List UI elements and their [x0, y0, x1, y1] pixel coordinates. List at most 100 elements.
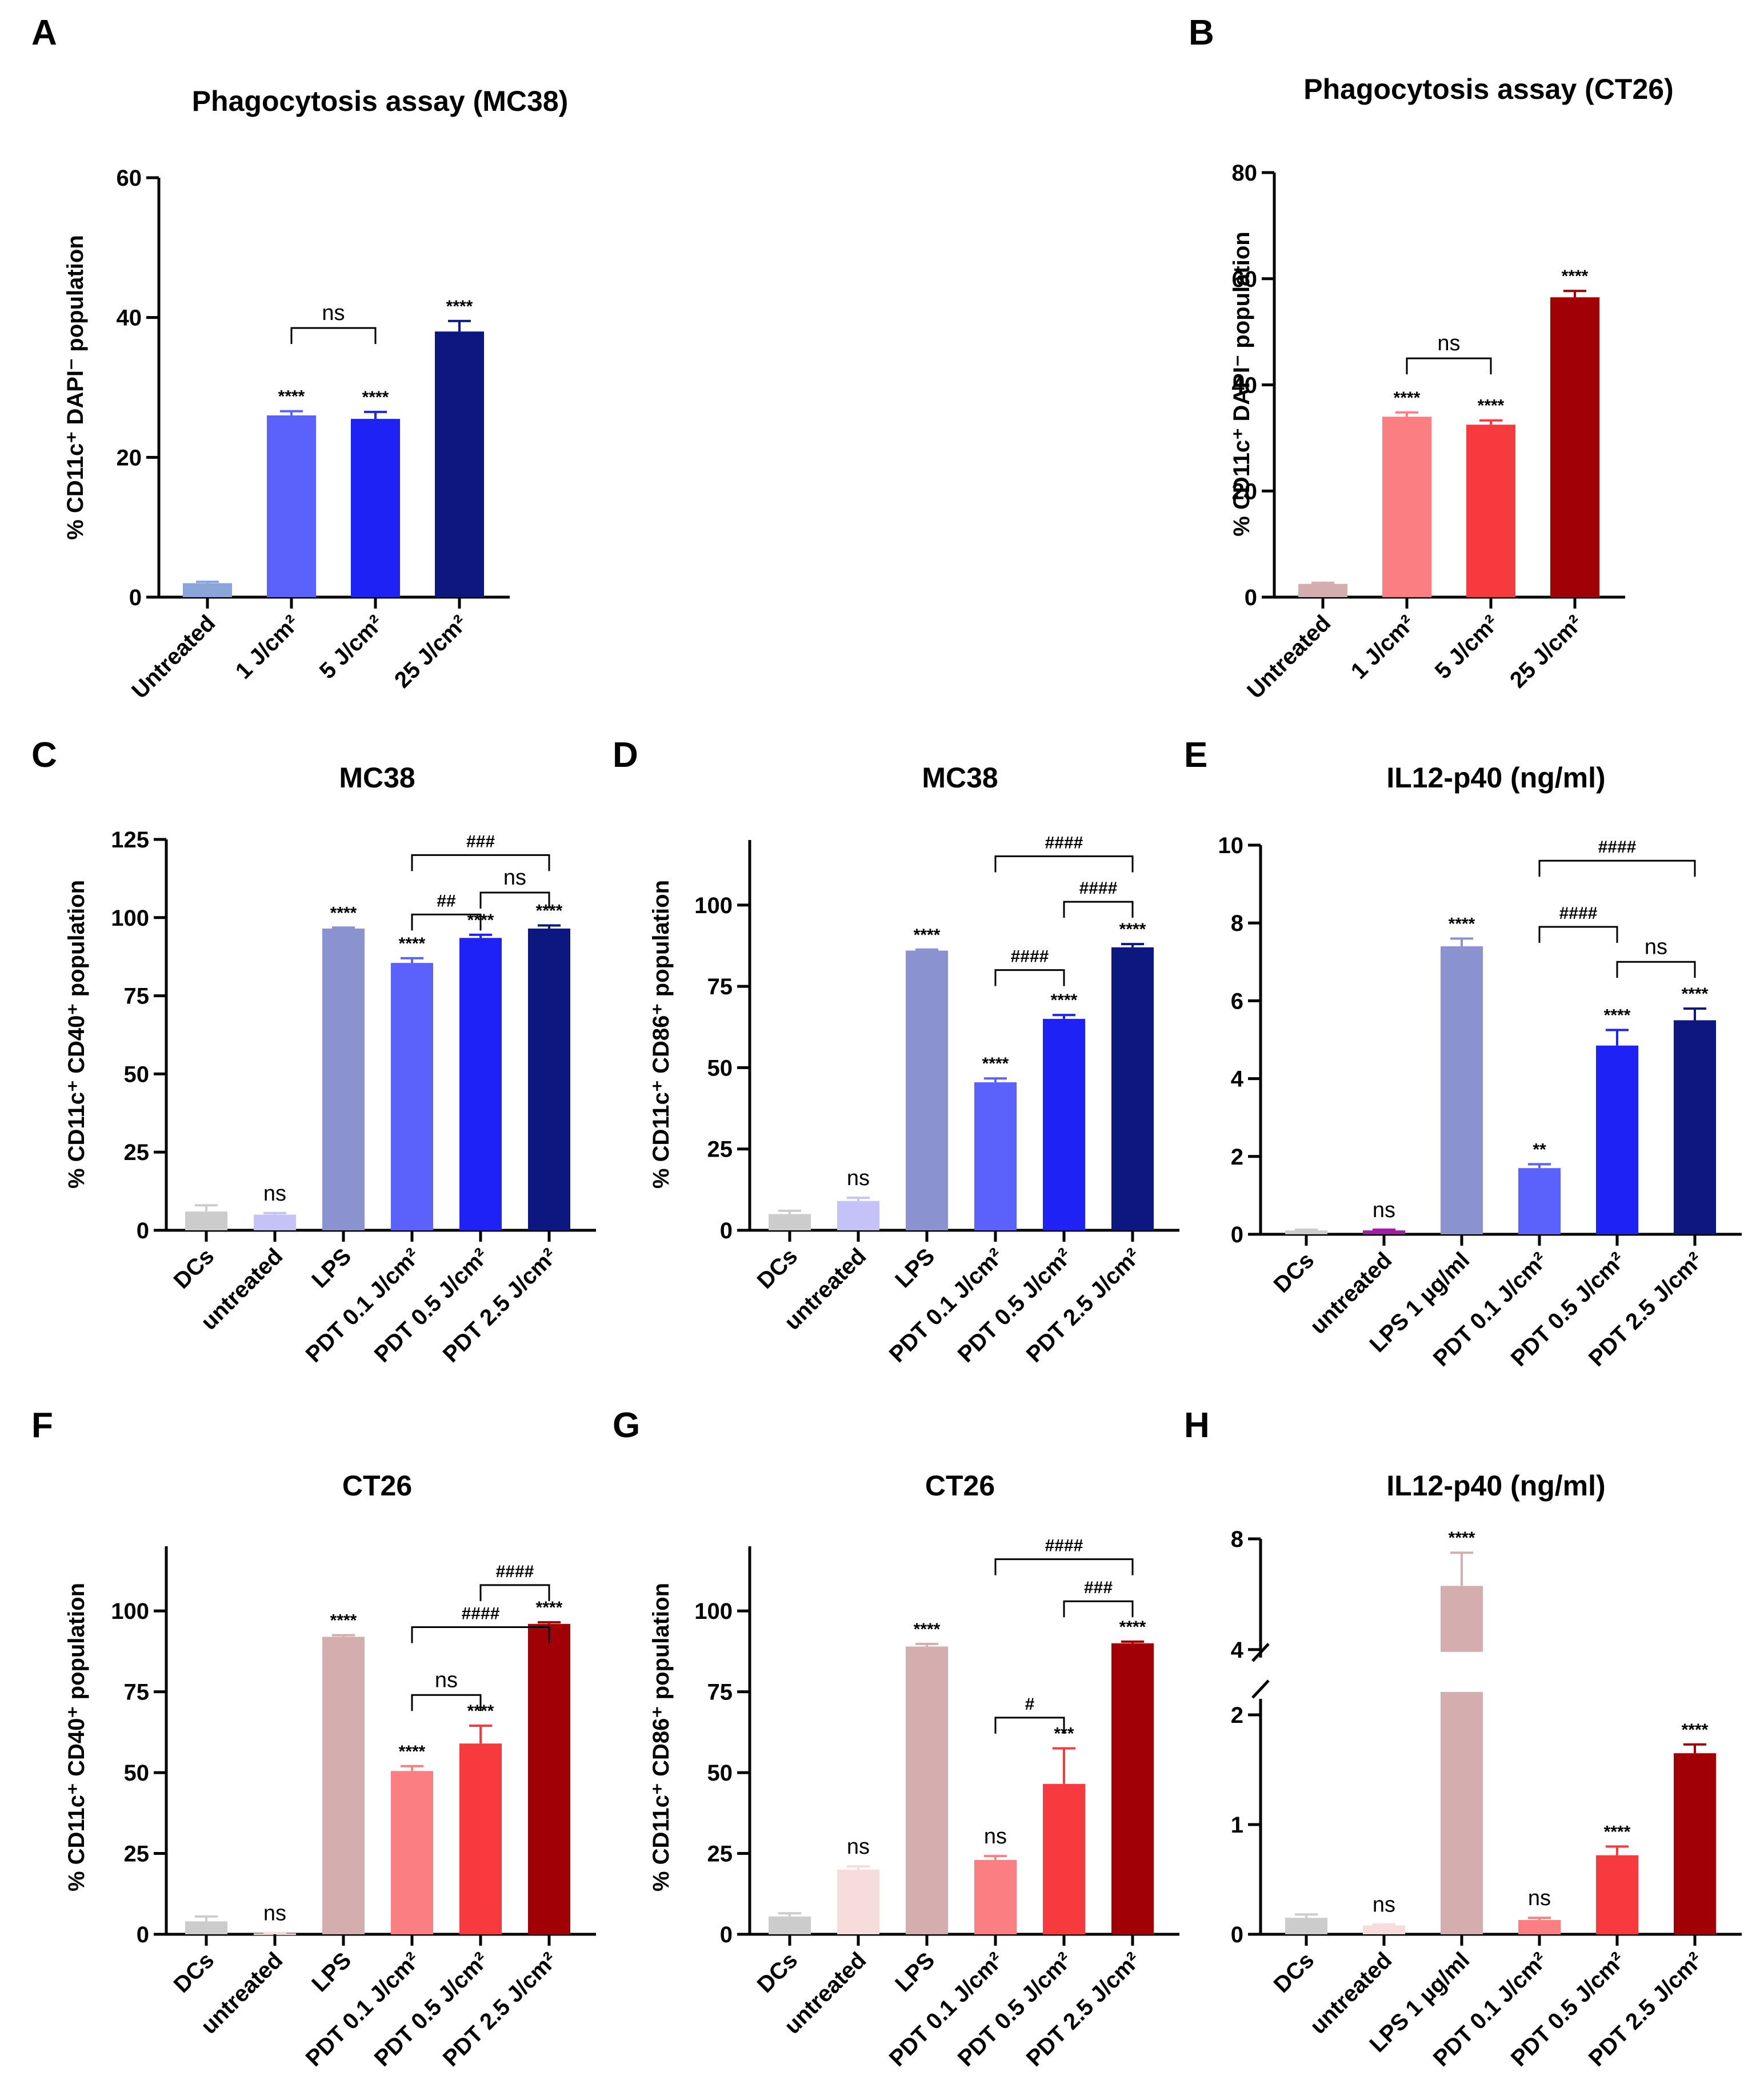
- chart-title: IL12-p40 (ng/ml): [1386, 1470, 1605, 1502]
- bar: [1518, 1920, 1561, 1934]
- comparison-bracket: [1538, 859, 1696, 877]
- bar: [528, 928, 570, 1230]
- significance-label: ****: [1119, 1618, 1146, 1637]
- y-axis-label: % CD11c⁺ CD86⁺ population: [649, 880, 674, 1189]
- comparison-bracket: [1406, 357, 1492, 375]
- significance-label: **: [1533, 1140, 1546, 1159]
- significance-label: ****: [1562, 267, 1589, 286]
- significance-label: ****: [446, 297, 473, 316]
- y-tick-label: 50: [124, 1062, 150, 1087]
- bar: [1285, 1918, 1327, 1934]
- y-tick-label: 0: [1231, 1222, 1243, 1247]
- comparison-bracket: [411, 1626, 550, 1643]
- significance-label: ****: [330, 1611, 357, 1630]
- significance-label: ****: [1394, 389, 1421, 407]
- panel-label: E: [1184, 735, 1207, 775]
- bracket-label: ####: [1598, 838, 1637, 857]
- panel-label: H: [1184, 1406, 1210, 1445]
- panel-d: D MC38 0 25 50 75 100 % CD11c⁺ CD86⁺ population…: [613, 735, 1179, 1367]
- bar: [906, 950, 948, 1230]
- bar: [1441, 946, 1483, 1234]
- y-axis-label: % CD11c⁺ DAPI⁻ population: [63, 235, 88, 539]
- bracket-label: ####: [1559, 904, 1598, 923]
- bracket-label: #: [1025, 1695, 1035, 1714]
- y-tick-label: 40: [1232, 373, 1258, 398]
- bar: [1298, 583, 1347, 597]
- comparison-bracket: [1538, 926, 1618, 943]
- chart-title: MC38: [339, 762, 415, 794]
- panel-a: A Phagocytosis assay (MC38) 0 20 40 60 % CD11c…: [31, 13, 568, 703]
- bar: [974, 1082, 1017, 1230]
- y-tick-label: 100: [694, 1599, 733, 1624]
- y-tick-label: 75: [707, 1680, 733, 1705]
- panel-f: F CT26 0 25 50 75 100 % CD11c⁺ CD40⁺ population…: [31, 1406, 596, 2071]
- bar: [1466, 425, 1515, 597]
- significance-label: ****: [1682, 985, 1709, 1003]
- panel-label: B: [1189, 13, 1214, 53]
- significance-label: ****: [399, 934, 426, 953]
- bracket-label: ####: [1079, 879, 1118, 898]
- significance-label: ****: [982, 1054, 1009, 1073]
- bar: [183, 583, 232, 597]
- y-tick-label: 0: [137, 1218, 149, 1243]
- comparison-bracket: [411, 913, 482, 931]
- x-tick-label: 1 J/cm²: [231, 610, 305, 684]
- bar: [1518, 1168, 1561, 1234]
- bar: [1441, 1691, 1483, 1934]
- significance-label: ns: [263, 1902, 286, 1926]
- bar: [322, 928, 365, 1230]
- y-axis-label: % CD11c⁺ CD40⁺ population: [64, 880, 89, 1189]
- bar: [1111, 1643, 1154, 1934]
- y-tick-label: 0: [720, 1218, 733, 1243]
- significance-label: ns: [1373, 1893, 1395, 1917]
- bracket-label: ##: [437, 891, 456, 910]
- bar: [1043, 1019, 1085, 1230]
- comparison-bracket: [994, 969, 1065, 986]
- bar: [1550, 297, 1599, 597]
- bar: [185, 1211, 227, 1230]
- x-tick-label: DCs: [753, 1947, 803, 1998]
- comparison-bracket: [1616, 961, 1696, 978]
- bar: [351, 419, 400, 597]
- bar: [1596, 1045, 1638, 1234]
- significance-label: ****: [536, 1598, 563, 1617]
- significance-label: ****: [1682, 1721, 1709, 1739]
- y-tick-label: 10: [1218, 833, 1244, 858]
- comparison-bracket: [411, 854, 550, 871]
- bar: [435, 331, 484, 597]
- comparison-bracket: [479, 891, 550, 909]
- y-tick-label: 40: [117, 306, 142, 331]
- y-tick-label: 25: [707, 1842, 733, 1867]
- y-tick-label: 0: [129, 585, 142, 610]
- y-tick-label: 25: [707, 1137, 733, 1162]
- bar: [459, 938, 502, 1230]
- bar: [1363, 1230, 1405, 1234]
- chart-title: Phagocytosis assay (CT26): [1303, 73, 1674, 105]
- x-tick-label: LPS: [307, 1243, 356, 1293]
- y-tick-label: 100: [111, 906, 149, 931]
- bar: [254, 1933, 296, 1935]
- bar: [1674, 1753, 1716, 1934]
- comparison-bracket: [1063, 1600, 1134, 1618]
- bracket-label: ###: [466, 832, 495, 851]
- y-axis-label: % CD11c⁺ CD86⁺ population: [649, 1583, 674, 1891]
- y-tick-label: 25: [124, 1140, 150, 1165]
- comparison-bracket: [479, 1584, 550, 1601]
- y-tick-label: 1: [1231, 1813, 1243, 1838]
- bar: [974, 1859, 1017, 1934]
- y-tick-label: 4: [1231, 1067, 1244, 1092]
- bracket-label: ns: [1437, 331, 1460, 355]
- bar: [322, 1637, 365, 1934]
- bar: [837, 1201, 879, 1230]
- x-tick-label: 5 J/cm²: [315, 610, 389, 684]
- bracket-label: ###: [1084, 1578, 1113, 1597]
- chart-title: MC38: [922, 762, 998, 794]
- significance-label: ****: [362, 388, 389, 407]
- bar: [1111, 947, 1154, 1230]
- bar: [769, 1916, 811, 1934]
- x-tick-label: LPS: [307, 1947, 356, 1997]
- significance-label: ****: [278, 387, 305, 406]
- significance-label: ****: [1449, 914, 1475, 933]
